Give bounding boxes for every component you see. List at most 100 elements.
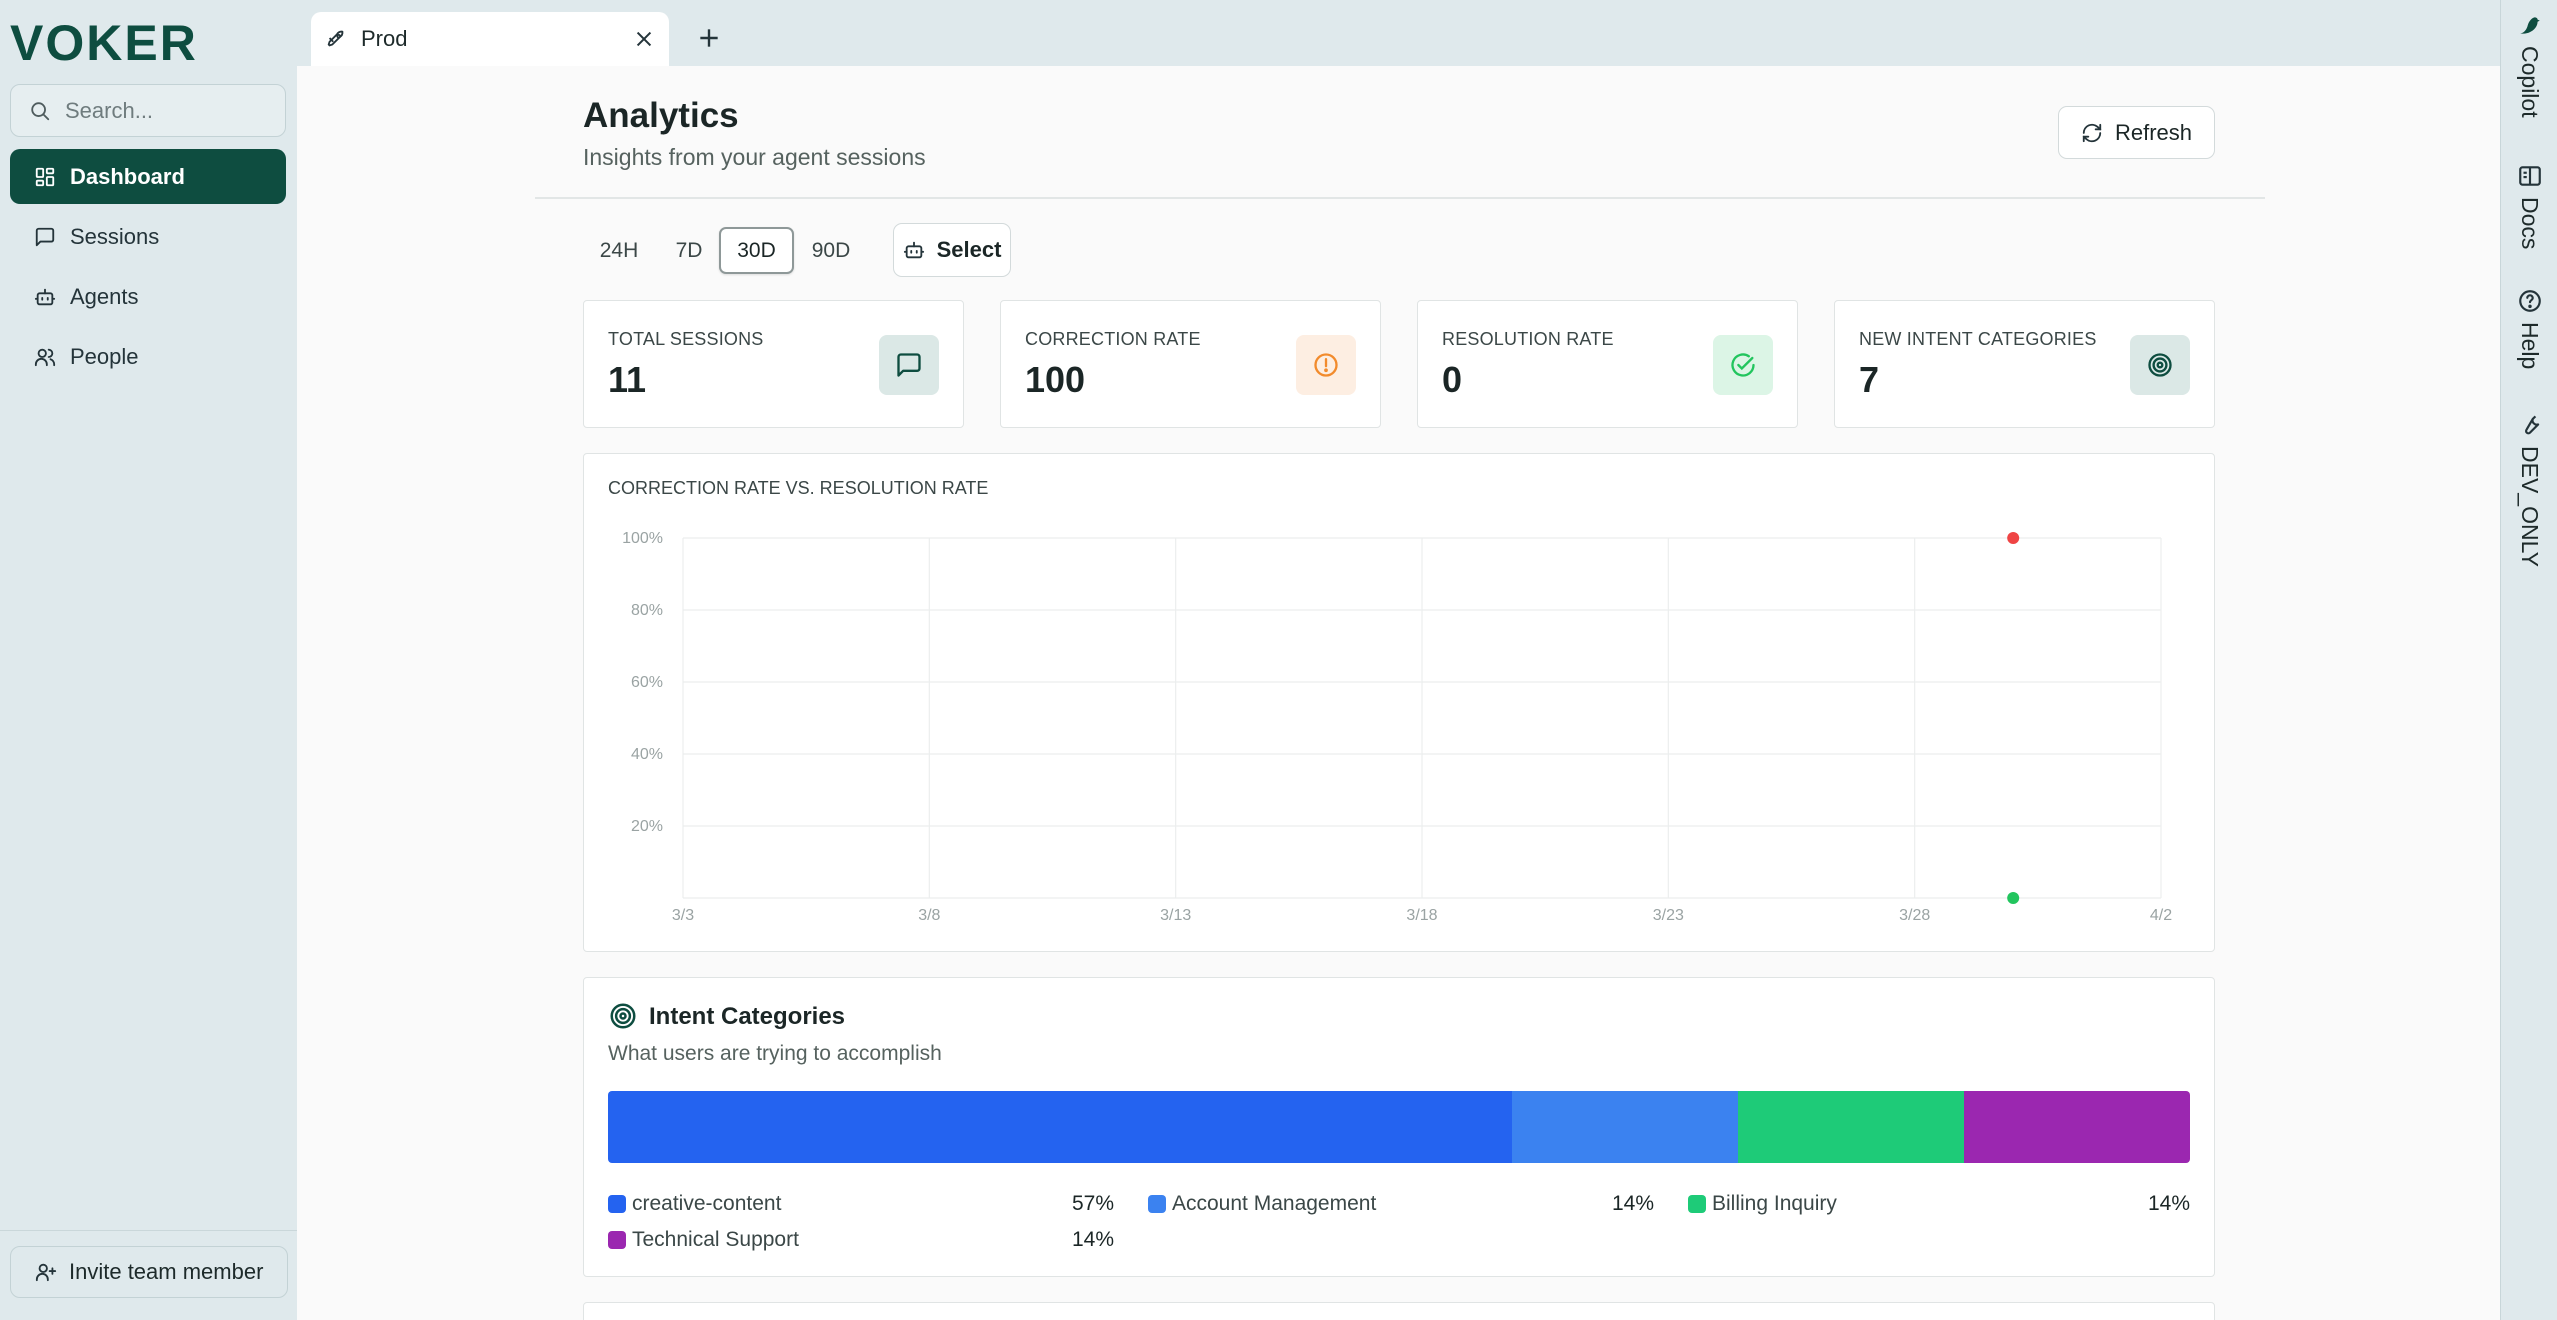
intent-bar-segment[interactable] [608, 1091, 1512, 1163]
legend-percent: 14% [2147, 1192, 2190, 1215]
legend-percent: 57% [1071, 1192, 1114, 1215]
sidebar-item-dashboard[interactable]: Dashboard [10, 149, 286, 204]
sidebar-item-label: Sessions [70, 223, 160, 249]
alert-circle-icon [1296, 335, 1356, 395]
select-label: Select [936, 237, 1002, 262]
message-square-icon [879, 335, 939, 395]
stat-value: 0 [1442, 359, 1463, 400]
rail-docs[interactable]: Docs [2501, 163, 2557, 249]
data-point-series-1[interactable] [2007, 892, 2020, 904]
sidebar-item-label: Dashboard [70, 163, 185, 189]
rail-copilot[interactable]: Copilot [2501, 12, 2557, 118]
bot-icon [34, 286, 56, 308]
tab-label: Prod [361, 26, 408, 51]
legend-item: Account Management [1148, 1192, 1376, 1216]
intent-bar-segment[interactable] [1511, 1091, 1738, 1163]
legend-item: creative-content [608, 1192, 781, 1216]
legend-swatch [608, 1195, 626, 1213]
x-tick-label: 3/23 [1653, 907, 1684, 924]
stat-card-resolution-rate: RESOLUTION RATE 0 [1417, 300, 1798, 428]
range-24h[interactable]: 24H [599, 238, 639, 262]
y-tick-label: 100% [622, 530, 663, 547]
intent-stacked-bar [608, 1091, 2190, 1163]
agent-select-button[interactable]: Select [893, 223, 1011, 277]
message-square-icon [34, 226, 56, 248]
sidebar-item-sessions[interactable]: Sessions [10, 209, 286, 264]
page-subtitle: Insights from your agent sessions [583, 144, 926, 170]
layout-grid-icon [34, 166, 56, 188]
rail-label: Help [2517, 322, 2543, 370]
range-30d[interactable]: 30D [719, 227, 794, 274]
search-placeholder: Search... [65, 97, 154, 123]
legend-name: Account Management [1172, 1192, 1377, 1215]
y-tick-label: 20% [631, 818, 663, 835]
invite-label: Invite team member [69, 1259, 264, 1284]
intent-bar-segment[interactable] [1963, 1091, 2190, 1163]
next-panel [583, 1302, 2215, 1320]
sidebar-item-label: Agents [70, 283, 139, 309]
x-tick-label: 3/13 [1160, 907, 1191, 924]
voker-logo[interactable]: VOKER [10, 14, 260, 70]
x-tick-label: 4/2 [2150, 907, 2172, 924]
sidebar-item-people[interactable]: People [10, 329, 286, 384]
intent-categories-panel: Intent Categories What users are trying … [583, 977, 2215, 1277]
y-tick-label: 60% [631, 674, 663, 691]
legend-swatch [1148, 1195, 1166, 1213]
x-tick-label: 3/8 [918, 907, 940, 924]
refresh-icon [2081, 122, 2103, 144]
stat-label: CORRECTION RATE [1025, 329, 1201, 349]
right-rail: Copilot Docs Help DEV_ONLY [2500, 0, 2557, 1320]
stat-card-correction-rate: CORRECTION RATE 100 [1000, 300, 1381, 428]
page-title: Analytics [583, 96, 739, 135]
legend-name: Billing Inquiry [1712, 1192, 1837, 1215]
rail-help[interactable]: Help [2501, 288, 2557, 369]
intent-bar-segment[interactable] [1737, 1091, 1964, 1163]
y-tick-label: 40% [631, 746, 663, 763]
bot-icon [903, 239, 925, 261]
rail-label: Docs [2517, 197, 2543, 250]
users-icon [34, 346, 56, 368]
rail-label: DEV_ONLY [2517, 446, 2543, 568]
legend-name: creative-content [632, 1192, 782, 1215]
range-7d[interactable]: 7D [675, 238, 703, 262]
legend-percent: 14% [1611, 1192, 1654, 1215]
stat-value: 7 [1859, 359, 1880, 400]
legend-item: Billing Inquiry [1688, 1192, 1837, 1216]
bird-icon [2517, 12, 2543, 38]
chart-panel: 100% 80% 60% 40% 20% 3/3 3/8 3/13 3/18 3/23 3/28 4/… [583, 453, 2215, 952]
search-icon [31, 101, 50, 120]
legend-name: Technical Support [632, 1228, 799, 1251]
stat-label: RESOLUTION RATE [1442, 329, 1614, 349]
stat-label: TOTAL SESSIONS [608, 329, 764, 349]
refresh-label: Refresh [2114, 119, 2193, 145]
check-circle-icon [1713, 335, 1773, 395]
add-tab-icon[interactable] [696, 25, 722, 51]
y-tick-label: 80% [631, 602, 663, 619]
stat-card-total-sessions: TOTAL SESSIONS 11 [583, 300, 964, 428]
scatter-chart: 100% 80% 60% 40% 20% 3/3 3/8 3/13 3/18 3/23 3/28 4/… [622, 530, 2172, 924]
invite-team-member-button[interactable]: Invite team member [10, 1246, 288, 1298]
sidebar: VOKER Search... Dashboard Sessions Agent… [0, 0, 297, 1320]
intent-subtitle: What users are trying to accomplish [608, 1042, 942, 1065]
legend-swatch [1688, 1195, 1706, 1213]
tab-prod[interactable]: Prod [311, 12, 669, 66]
stat-label: NEW INTENT CATEGORIES [1859, 329, 2097, 349]
close-icon[interactable] [633, 28, 655, 50]
legend-swatch [608, 1231, 626, 1249]
x-tick-label: 3/3 [672, 907, 694, 924]
legend-percent: 14% [1071, 1228, 1114, 1251]
data-point-series-0[interactable] [2007, 532, 2020, 544]
wrench-icon [2517, 412, 2543, 438]
stat-value: 100 [1025, 359, 1086, 400]
rocket-icon [327, 30, 344, 47]
sidebar-item-label: People [70, 343, 139, 369]
rail-label: Copilot [2517, 46, 2543, 118]
range-90d[interactable]: 90D [811, 238, 851, 262]
refresh-button[interactable]: Refresh [2058, 106, 2215, 159]
logo-text: VOKER [10, 15, 198, 70]
intent-title: Intent Categories [649, 1003, 846, 1030]
sidebar-item-agents[interactable]: Agents [10, 269, 286, 324]
search-input[interactable]: Search... [10, 84, 286, 137]
target-icon [2130, 335, 2190, 395]
rail-dev-only[interactable]: DEV_ONLY [2501, 412, 2557, 567]
